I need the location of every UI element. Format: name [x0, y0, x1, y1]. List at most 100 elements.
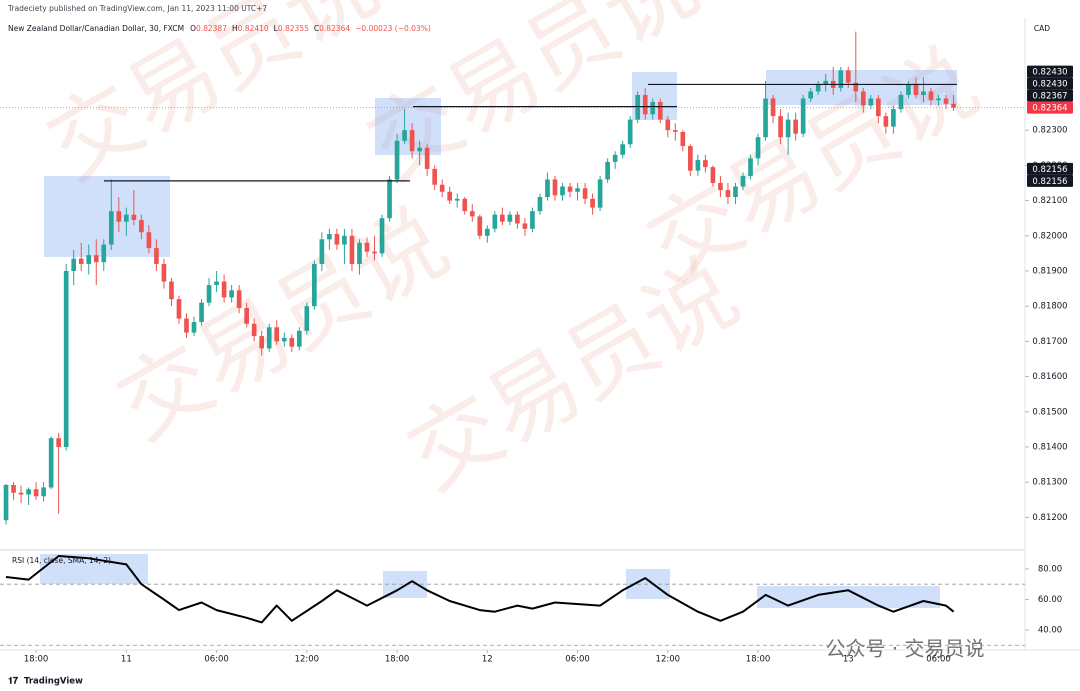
- candle-body: [364, 242, 370, 252]
- candle-body: [3, 484, 9, 521]
- candle-body: [71, 258, 77, 271]
- x-tick-label: 11: [121, 655, 132, 665]
- candle-body: [101, 244, 107, 263]
- candle-body: [560, 186, 565, 196]
- candle-body: [244, 307, 249, 324]
- candle-body: [605, 161, 610, 180]
- candle-body: [469, 211, 475, 217]
- candle-body: [327, 234, 332, 240]
- watermark: 公众号 · 交易员说: [825, 637, 984, 661]
- candle-body: [477, 216, 483, 236]
- candle-body: [447, 191, 453, 201]
- zone: [757, 586, 940, 608]
- candle-body: [567, 186, 573, 192]
- candle-body: [710, 167, 716, 183]
- candle-body: [860, 91, 866, 106]
- candle-body: [755, 137, 761, 159]
- y-tick-label: 0.81500: [1032, 407, 1067, 417]
- y-tick-label: 0.81300: [1032, 478, 1067, 488]
- candle-body: [883, 116, 889, 127]
- candle-body: [409, 130, 415, 152]
- candle-body: [484, 228, 490, 236]
- currency: CAD: [1034, 24, 1050, 33]
- candle-body: [725, 190, 731, 198]
- candle-body: [575, 188, 580, 192]
- x-tick-label: 18:00: [24, 655, 49, 665]
- price-label-box: [1027, 162, 1073, 175]
- candle-body: [928, 91, 934, 101]
- ohlc-value: 0.82410: [238, 24, 269, 33]
- candle-body: [680, 131, 686, 147]
- candle-body: [778, 116, 783, 138]
- symbol-legend: New Zealand Dollar/Canadian Dollar, 30, …: [8, 24, 431, 33]
- x-tick-label: 06:00: [565, 655, 590, 665]
- candle-body: [815, 84, 821, 92]
- candle-body: [522, 223, 528, 229]
- candle-body: [500, 214, 505, 222]
- candle-body: [274, 327, 280, 342]
- candle-body: [372, 251, 377, 254]
- candle-body: [266, 327, 272, 349]
- candle-body: [184, 318, 189, 333]
- candle-body: [281, 337, 287, 342]
- ohlc-key: O: [190, 24, 196, 33]
- ohlc-key: C: [314, 24, 319, 33]
- y-tick-label: 40.00: [1038, 625, 1062, 635]
- candle-body: [86, 255, 92, 264]
- candle-body: [131, 214, 137, 220]
- candle-body: [800, 98, 806, 134]
- candle-body: [18, 492, 24, 495]
- price-label: 0.82367: [1032, 92, 1067, 102]
- x-tick-label: 06:00: [204, 655, 229, 665]
- candle-body: [657, 102, 663, 120]
- x-tick-label: 12:00: [295, 655, 320, 665]
- candle-body: [951, 103, 956, 108]
- x-tick-label: 13: [843, 655, 854, 665]
- candle-body: [635, 94, 641, 120]
- candle-body: [936, 98, 941, 101]
- price-label: 0.82430: [1032, 68, 1067, 78]
- candle-body: [733, 186, 738, 198]
- candle-body: [785, 119, 791, 138]
- candle-body: [334, 234, 340, 245]
- price-label-box: [1027, 174, 1073, 187]
- candle-body: [26, 489, 31, 495]
- candle-body: [41, 487, 46, 497]
- y-tick-label: 80.00: [1038, 564, 1062, 574]
- candle-body: [838, 70, 844, 88]
- y-tick-label: 0.81600: [1032, 372, 1067, 382]
- candle-body: [582, 188, 588, 199]
- candle-body: [424, 147, 430, 169]
- ohlc-value: 0.82355: [278, 24, 309, 33]
- candle-body: [199, 302, 204, 323]
- candle-body: [417, 147, 422, 152]
- price-label-box: [1027, 65, 1073, 78]
- footer-logo: TradingView: [24, 677, 83, 687]
- footer-logo-mark: 𝟏𝟕: [8, 676, 18, 687]
- candle-body: [108, 211, 114, 245]
- candle-body: [221, 281, 227, 298]
- ohlc-value: 0.82364: [319, 24, 350, 33]
- price-label-box: [1027, 89, 1073, 102]
- candle-body: [161, 263, 167, 282]
- candle-body: [439, 184, 445, 192]
- ohlc-key: L: [274, 24, 279, 33]
- candle-body: [597, 179, 603, 208]
- candle-body: [146, 232, 152, 249]
- rsi-line: [5, 555, 955, 624]
- rsi-title: RSI (14, close, SMA, 14, 2): [12, 556, 111, 565]
- candle-body: [304, 306, 310, 331]
- candle-body: [33, 489, 39, 497]
- x-tick-label: 06:00: [926, 655, 951, 665]
- candle-body: [763, 98, 768, 138]
- candle-body: [357, 242, 362, 264]
- candle-body: [432, 168, 437, 185]
- candle-body: [289, 337, 295, 347]
- candle-body: [823, 80, 829, 85]
- candle-body: [63, 270, 69, 447]
- candle-body: [56, 438, 61, 447]
- candle-body: [139, 219, 144, 233]
- candle-body: [845, 70, 851, 83]
